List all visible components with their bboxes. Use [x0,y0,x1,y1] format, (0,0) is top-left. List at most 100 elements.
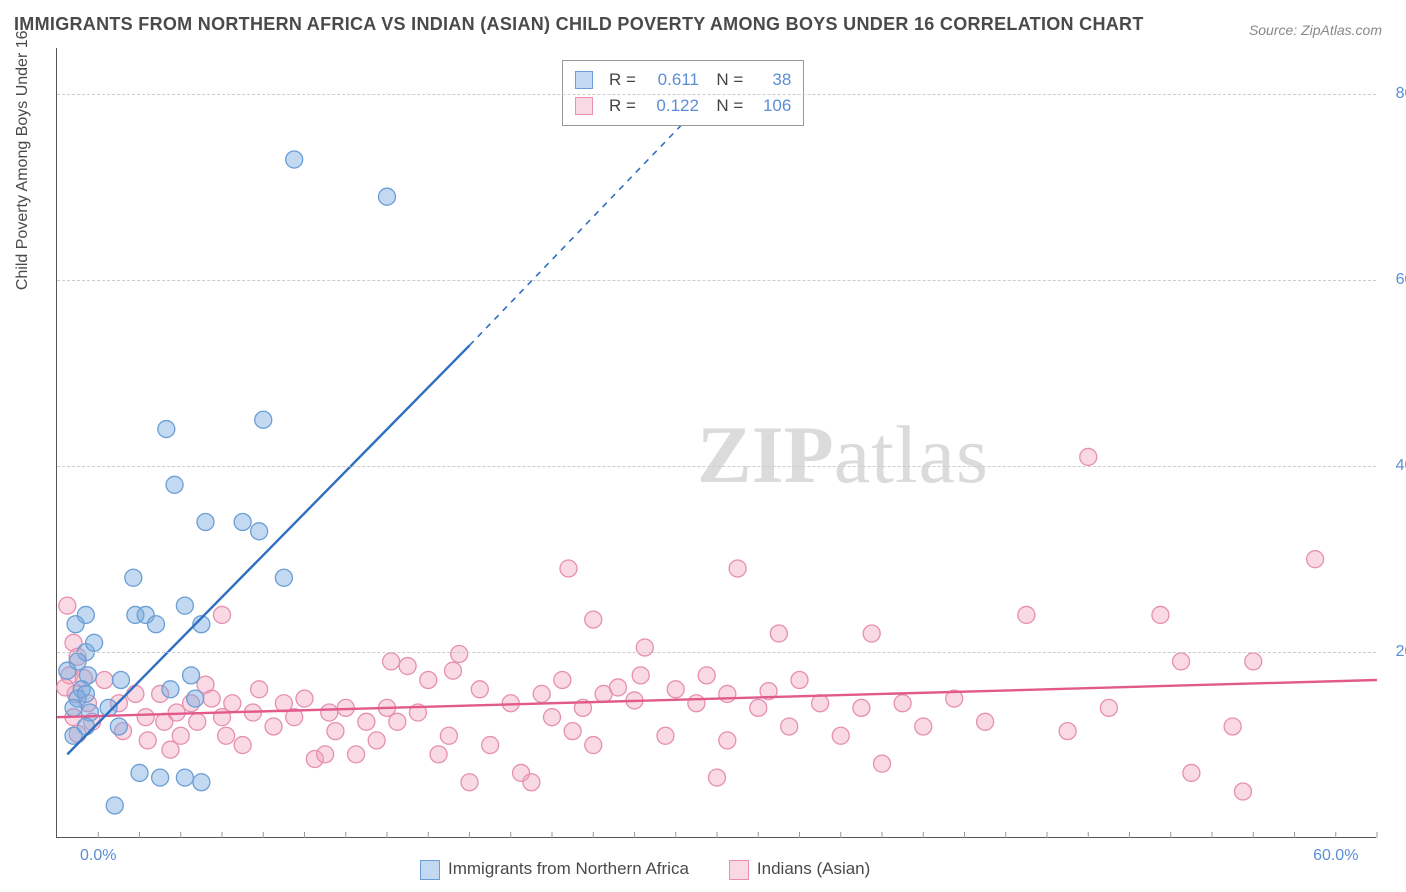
scatter-point [86,634,103,651]
scatter-point [166,476,183,493]
scatter-point [286,151,303,168]
stat-n-label: N = [707,67,743,93]
scatter-point [218,727,235,744]
scatter-point [781,718,798,735]
scatter-point [176,597,193,614]
stats-row: R =0.122 N =106 [575,93,791,119]
scatter-point [255,411,272,428]
scatter-point [125,569,142,586]
scatter-point [430,746,447,763]
scatter-point [1173,653,1190,670]
scatter-point [610,679,627,696]
scatter-point [152,769,169,786]
scatter-point [420,672,437,689]
scatter-point [234,737,251,754]
scatter-point [193,774,210,791]
scatter-point [137,709,154,726]
scatter-point [158,421,175,438]
scatter-point [77,685,94,702]
scatter-point [183,667,200,684]
legend: Immigrants from Northern Africa Indians (… [420,859,870,880]
legend-item: Indians (Asian) [729,859,870,880]
scatter-point [853,699,870,716]
trend-line [67,345,469,754]
scatter-point [65,699,82,716]
y-tick-label: 20.0% [1386,643,1406,661]
y-tick-label: 80.0% [1386,85,1406,103]
scatter-point [1224,718,1241,735]
legend-swatch [729,860,749,880]
scatter-point [131,764,148,781]
stat-r-label: R = [609,67,636,93]
scatter-point [379,188,396,205]
x-tick-label: 0.0% [80,847,116,865]
scatter-point [812,695,829,712]
gridline-horizontal [57,466,1376,467]
scatter-point [197,514,214,531]
scatter-point [1018,606,1035,623]
chart-svg [57,48,1376,837]
stats-row: R = 0.611 N = 38 [575,67,791,93]
scatter-point [203,690,220,707]
scatter-point [321,704,338,721]
stat-n-value: 106 [751,93,791,119]
scatter-point [317,746,334,763]
scatter-point [275,569,292,586]
scatter-point [96,672,113,689]
scatter-point [348,746,365,763]
scatter-point [1152,606,1169,623]
scatter-point [214,606,231,623]
legend-label: Indians (Asian) [757,859,870,878]
scatter-point [251,681,268,698]
stat-r-value: 0.611 [644,67,699,93]
scatter-point [162,681,179,698]
scatter-point [59,597,76,614]
scatter-point [719,732,736,749]
scatter-point [234,514,251,531]
stat-n-label: N = [707,93,743,119]
y-tick-label: 40.0% [1386,457,1406,475]
scatter-point [977,713,994,730]
legend-swatch [420,860,440,880]
scatter-point [1080,448,1097,465]
scatter-point [110,718,127,735]
scatter-point [791,672,808,689]
scatter-point [770,625,787,642]
scatter-point [445,662,462,679]
scatter-point [106,797,123,814]
scatter-point [750,699,767,716]
scatter-point [172,727,189,744]
scatter-point [139,732,156,749]
scatter-point [251,523,268,540]
gridline-horizontal [57,280,1376,281]
chart-title: IMMIGRANTS FROM NORTHERN AFRICA VS INDIA… [14,14,1144,35]
y-tick-label: 60.0% [1386,271,1406,289]
scatter-point [1183,764,1200,781]
scatter-point [296,690,313,707]
stat-n-value: 38 [751,67,791,93]
scatter-point [560,560,577,577]
scatter-point [709,769,726,786]
scatter-point [187,690,204,707]
scatter-point [451,645,468,662]
scatter-point [915,718,932,735]
scatter-point [327,723,344,740]
scatter-point [636,639,653,656]
scatter-point [523,774,540,791]
series-swatch [575,97,593,115]
scatter-point [698,667,715,684]
scatter-point [471,681,488,698]
source-attribution: Source: ZipAtlas.com [1249,22,1382,38]
legend-label: Immigrants from Northern Africa [448,859,689,878]
scatter-point [874,755,891,772]
scatter-point [67,616,84,633]
scatter-point [894,695,911,712]
scatter-point [719,685,736,702]
scatter-point [688,695,705,712]
x-tick-label: 60.0% [1313,847,1358,865]
scatter-point [440,727,457,744]
scatter-point [189,713,206,730]
scatter-point [832,727,849,744]
scatter-point [127,685,144,702]
scatter-point [657,727,674,744]
